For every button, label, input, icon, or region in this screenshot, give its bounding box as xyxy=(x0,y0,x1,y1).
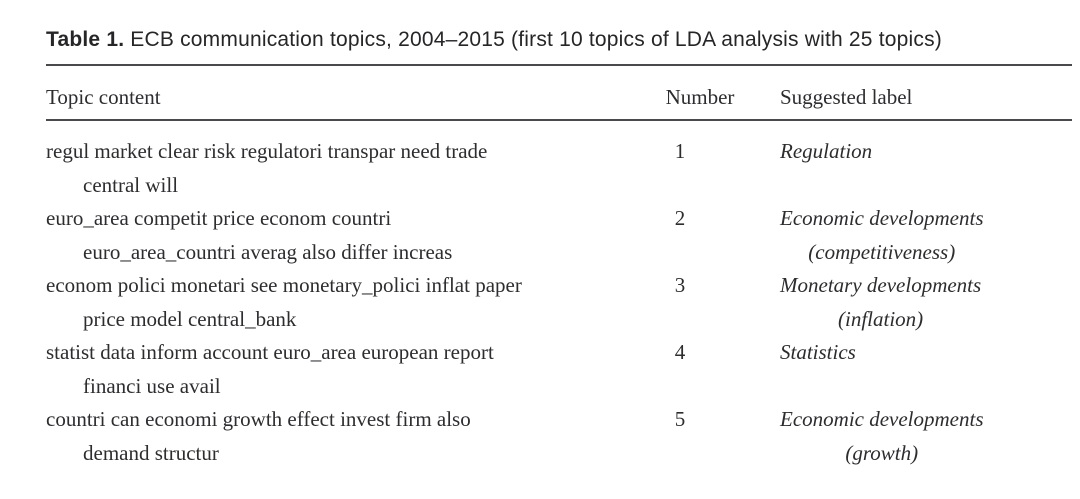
topic-line-2: euro_area_countri averag also differ inc… xyxy=(83,239,453,264)
suggested-label-text: Economic developments (competitiveness) xyxy=(780,202,984,269)
table-body: regul market clear risk regulatori trans… xyxy=(0,121,1080,470)
suggested-label-text: Monetary developments (inflation) xyxy=(780,269,981,336)
topic-number: 2 xyxy=(674,206,686,230)
label-line-1: Monetary developments xyxy=(780,273,982,297)
topic-line-2: price model central_bank xyxy=(83,306,297,331)
table-row-1: regul market clear risk regulatori trans… xyxy=(46,135,1072,202)
label-line-1: Statistics xyxy=(780,340,856,364)
table-header-row: Topic content Number Suggested label xyxy=(46,66,1072,119)
topic-line-2: central will xyxy=(83,172,179,197)
topic-number: 4 xyxy=(674,340,686,364)
table-header-rule xyxy=(46,119,1072,121)
suggested-label-cell: Economic developments (competitiveness) xyxy=(760,202,1072,269)
topic-line-1: statist data inform account euro_area eu… xyxy=(46,340,494,364)
table-top-rule xyxy=(46,64,1072,66)
table-row-5: countri can economi growth effect invest… xyxy=(46,403,1072,470)
suggested-label-text: Economic developments (growth) xyxy=(780,403,984,470)
topic-number: 5 xyxy=(674,407,686,431)
table-caption: Table 1. ECB communication topics, 2004–… xyxy=(46,28,1072,52)
label-line-1: Regulation xyxy=(780,139,873,163)
label-line-2: (inflation) xyxy=(838,306,924,331)
suggested-label-cell: Economic developments (growth) xyxy=(760,403,1072,470)
topic-content-cell: countri can economi growth effect invest… xyxy=(46,403,640,470)
suggested-label-cell: Statistics xyxy=(760,336,1072,403)
label-line-2: (competitiveness) xyxy=(808,239,956,264)
table-row-3: econom polici monetari see monetary_poli… xyxy=(46,269,1072,336)
table-row-4: statist data inform account euro_area eu… xyxy=(46,336,1072,403)
topic-content-cell: regul market clear risk regulatori trans… xyxy=(46,135,640,202)
label-line-1: Economic developments xyxy=(780,407,984,431)
topic-number: 3 xyxy=(674,273,686,297)
topic-line-1: econom polici monetari see monetary_poli… xyxy=(46,273,522,297)
table-row-2: euro_area competit price econom countri … xyxy=(46,202,1072,269)
topic-content-cell: econom polici monetari see monetary_poli… xyxy=(46,269,640,336)
column-header-topic-content: Topic content xyxy=(46,85,161,109)
suggested-label-cell: Monetary developments (inflation) xyxy=(760,269,1072,336)
topic-line-2: demand structur xyxy=(83,440,219,465)
column-header-number: Number xyxy=(665,85,735,109)
suggested-label-cell: Regulation xyxy=(760,135,1072,202)
label-line-2: (growth) xyxy=(845,440,919,465)
suggested-label-text: Regulation xyxy=(780,135,872,169)
suggested-label-text: Statistics xyxy=(780,336,856,370)
topic-line-1: countri can economi growth effect invest… xyxy=(46,407,471,431)
label-line-1: Economic developments xyxy=(780,206,984,230)
topic-content-cell: statist data inform account euro_area eu… xyxy=(46,336,640,403)
table-caption-text: ECB communication topics, 2004–2015 (fir… xyxy=(124,28,942,51)
topic-line-2: financi use avail xyxy=(83,373,221,398)
column-header-suggested-label: Suggested label xyxy=(780,85,913,109)
topic-line-1: regul market clear risk regulatori trans… xyxy=(46,139,488,163)
topic-line-1: euro_area competit price econom countri xyxy=(46,206,392,230)
table-caption-number: Table 1. xyxy=(46,28,125,51)
topic-content-cell: euro_area competit price econom countri … xyxy=(46,202,640,269)
topic-number: 1 xyxy=(674,139,686,163)
